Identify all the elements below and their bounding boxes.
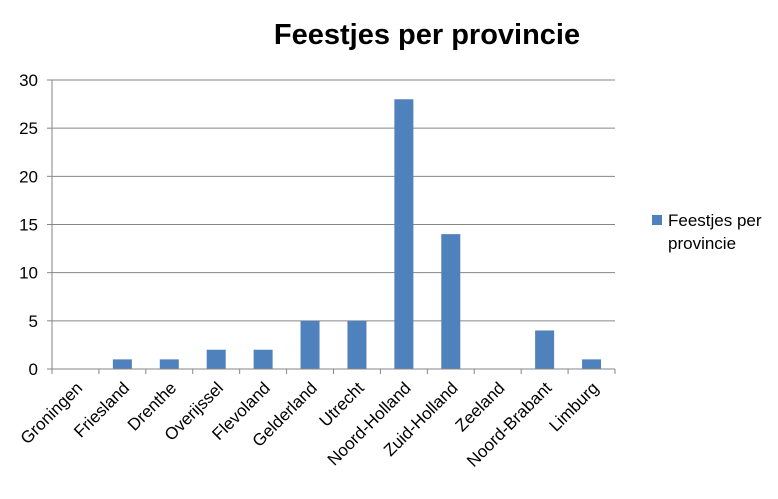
bar bbox=[159, 359, 179, 369]
legend: Feestjes per provincie bbox=[652, 211, 762, 253]
bar bbox=[441, 234, 461, 369]
bar bbox=[394, 99, 414, 370]
y-tick-label: 5 bbox=[29, 312, 38, 331]
y-axis-ticks: 0 5 10 15 20 25 30 bbox=[19, 71, 52, 379]
legend-label-line-1: Feestjes per bbox=[668, 211, 762, 230]
y-tick-label: 20 bbox=[19, 167, 38, 186]
gridlines bbox=[52, 79, 615, 322]
x-tick-label: Noord-Holland bbox=[324, 378, 415, 469]
bar bbox=[300, 320, 320, 369]
x-tick-label: Limburg bbox=[546, 378, 603, 435]
y-tick-label: 10 bbox=[19, 264, 38, 283]
bar bbox=[582, 359, 602, 369]
x-tick-label: Groningen bbox=[17, 378, 87, 448]
bar bbox=[112, 359, 132, 369]
bar bbox=[347, 320, 367, 369]
y-tick-label: 0 bbox=[29, 360, 38, 379]
chart-title: Feestjes per provincie bbox=[274, 19, 580, 51]
y-tick-label: 30 bbox=[19, 71, 38, 90]
y-tick-label: 15 bbox=[19, 216, 38, 235]
legend-swatch bbox=[652, 215, 662, 225]
bar bbox=[206, 349, 226, 369]
x-axis-ticks: GroningenFrieslandDrentheOverijsselFlevo… bbox=[17, 369, 616, 471]
y-tick-label: 25 bbox=[19, 119, 38, 138]
x-tick-label: Noord-Brabant bbox=[463, 378, 555, 470]
bars bbox=[112, 99, 602, 370]
bar bbox=[535, 330, 555, 369]
bar bbox=[253, 349, 273, 369]
legend-label-line-2: provincie bbox=[668, 234, 736, 253]
